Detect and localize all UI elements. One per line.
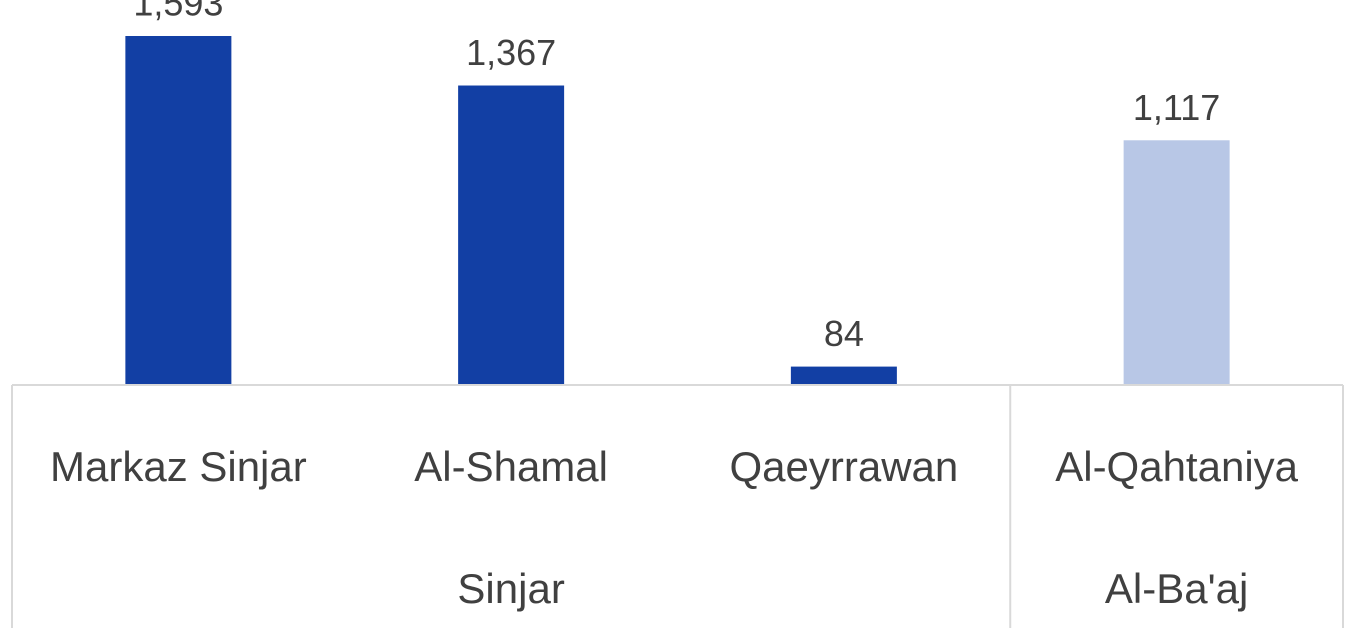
bar <box>125 36 232 385</box>
x-tick-label: Al-Qahtaniya <box>1055 443 1298 490</box>
x-tick-label: Markaz Sinjar <box>50 443 307 490</box>
x-tick-label: Qaeyrrawan <box>729 443 958 490</box>
bar <box>1123 140 1230 385</box>
group-label: Al-Ba'aj <box>1105 565 1248 612</box>
value-label: 84 <box>824 313 864 354</box>
group-label: Sinjar <box>457 565 564 612</box>
value-label: 1,117 <box>1133 87 1220 128</box>
value-label: 1,593 <box>133 0 223 24</box>
bar <box>458 85 565 385</box>
x-tick-label: Al-Shamal <box>414 443 608 490</box>
bar <box>790 366 897 385</box>
value-label: 1,367 <box>466 32 556 73</box>
